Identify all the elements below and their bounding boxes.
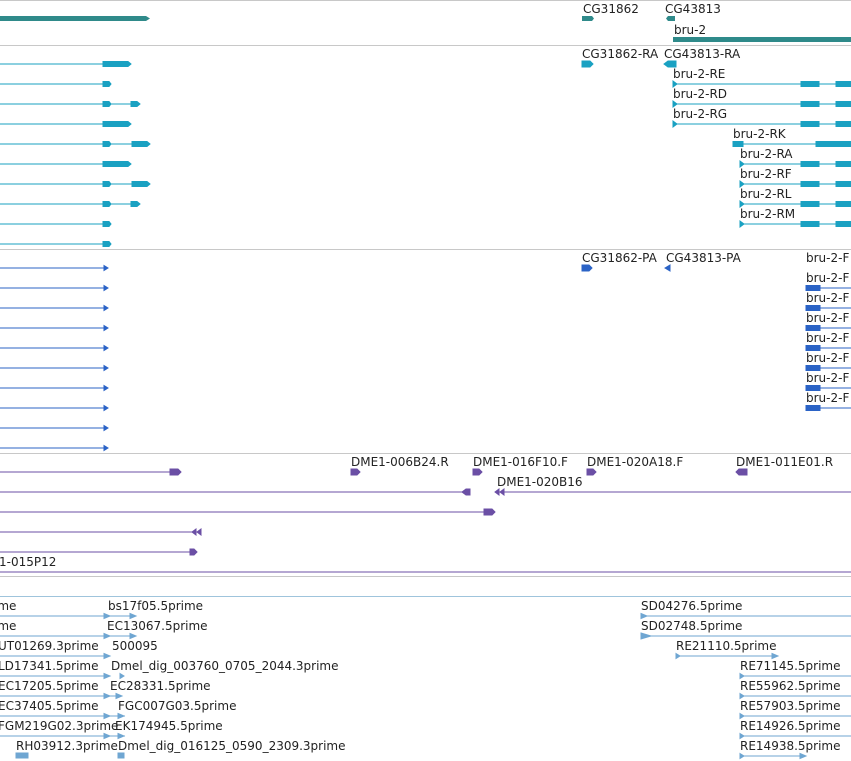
protein-cg43813-pa[interactable] — [664, 264, 671, 272]
gene-feature-cg43813[interactable] — [666, 16, 675, 21]
track-separator — [0, 596, 851, 597]
clone-label[interactable]: DME1-020B16 — [497, 475, 583, 489]
transcript-exon[interactable] — [102, 61, 132, 67]
transcript-label[interactable]: bru-2-RL — [740, 187, 792, 201]
est-label[interactable]: FGM219G02.3prime — [0, 719, 119, 733]
est-label[interactable]: RE14926.5prime — [740, 719, 841, 733]
est-label[interactable]: RE57903.5prime — [740, 699, 841, 713]
est-label[interactable]: Dmel_dig_003760_0705_2044.3prime — [111, 659, 339, 673]
track-separator — [0, 453, 851, 454]
transcript-label[interactable]: bru-2-RG — [673, 107, 728, 121]
clone-label[interactable]: DME1-011E01.R — [736, 455, 834, 469]
est-label[interactable]: EC28331.5prime — [110, 679, 211, 693]
clone-track — [0, 468, 851, 573]
est-label[interactable]: RH03912.3prime — [16, 739, 118, 753]
est-label[interactable]: EC13067.5prime — [107, 619, 208, 633]
est-label[interactable]: EK174945.5prime — [115, 719, 223, 733]
est-label[interactable]: LD17341.5prime — [0, 659, 99, 673]
est-track — [0, 612, 851, 760]
clone-label[interactable]: DME1-006B24.R — [351, 455, 449, 469]
est-label[interactable]: RE14938.5prime — [740, 739, 841, 753]
transcript-track — [0, 60, 851, 247]
track-separator — [0, 576, 851, 577]
gene-label-bru-2[interactable]: bru-2 — [674, 23, 707, 37]
transcript-label[interactable]: bru-2-RE — [673, 67, 726, 81]
protein-label[interactable]: bru-2-F — [806, 331, 850, 345]
est-label[interactable]: RE21110.5prime — [676, 639, 777, 653]
transcript-label[interactable]: bru-2-RA — [740, 147, 793, 161]
est-label[interactable]: ime — [0, 599, 17, 613]
clone-feature[interactable] — [472, 468, 483, 476]
est-label[interactable]: 500095 — [112, 639, 158, 653]
protein-label[interactable]: bru-2-F — [806, 351, 850, 365]
est-label[interactable]: ime — [0, 619, 17, 633]
clone-label[interactable]: DME1-020A18.F — [587, 455, 684, 469]
protein-label[interactable]: bru-2-F — [806, 311, 850, 325]
est-label[interactable]: bs17f05.5prime — [108, 599, 204, 613]
gene-feature[interactable] — [0, 16, 150, 21]
clone-label[interactable]: 1-015P12 — [0, 555, 57, 569]
gene-feature-bru-2[interactable] — [673, 37, 851, 42]
est-label[interactable]: FGC007G03.5prime — [118, 699, 237, 713]
est-label[interactable]: Dmel_dig_016125_0590_2309.3prime — [118, 739, 346, 753]
est-label[interactable]: UT01269.3prime — [0, 639, 99, 653]
clone-feature[interactable] — [586, 468, 597, 476]
protein-label[interactable]: bru-2-F — [806, 271, 850, 285]
protein-label[interactable]: bru-2-F — [806, 391, 850, 405]
est-label[interactable]: SD02748.5prime — [641, 619, 743, 633]
track-separator — [0, 45, 851, 46]
protein-track — [0, 264, 851, 452]
transcript-cg43813-ra[interactable] — [663, 60, 677, 68]
gene-label-cg31862[interactable]: CG31862 — [583, 2, 639, 16]
est-label[interactable]: EC37405.5prime — [0, 699, 99, 713]
est-label[interactable]: SD04276.5prime — [641, 599, 743, 613]
protein-label[interactable]: CG43813-PA — [666, 251, 741, 265]
track-separator — [0, 0, 851, 1]
gene-feature-cg31862[interactable] — [582, 16, 594, 21]
transcript-label[interactable]: CG31862-RA — [582, 47, 659, 61]
protein-label[interactable]: CG31862-PA — [582, 251, 657, 265]
est-label[interactable]: EC17205.5prime — [0, 679, 99, 693]
clone-feature[interactable] — [735, 468, 748, 476]
protein-label[interactable]: bru-2-F — [806, 251, 850, 265]
clone-feature[interactable] — [350, 468, 361, 476]
protein-label[interactable]: bru-2-F — [806, 371, 850, 385]
protein-label[interactable]: bru-2-F — [806, 291, 850, 305]
gene-label-cg43813[interactable]: CG43813 — [665, 2, 721, 16]
transcript-label[interactable]: bru-2-RK — [733, 127, 786, 141]
track-separator — [0, 249, 851, 250]
protein-cg31862-pa[interactable] — [581, 264, 593, 272]
transcript-label[interactable]: CG43813-RA — [664, 47, 741, 61]
transcript-label[interactable]: bru-2-RM — [740, 207, 796, 221]
gene-track — [0, 16, 851, 42]
est-label[interactable]: RE71145.5prime — [740, 659, 841, 673]
transcript-exon[interactable] — [102, 81, 112, 87]
transcript-label[interactable]: bru-2-RF — [740, 167, 792, 181]
clone-label[interactable]: DME1-016F10.F — [473, 455, 568, 469]
transcript-label[interactable]: bru-2-RD — [673, 87, 728, 101]
transcript-cg31862-ra[interactable] — [581, 60, 594, 68]
est-label[interactable]: RE55962.5prime — [740, 679, 841, 693]
